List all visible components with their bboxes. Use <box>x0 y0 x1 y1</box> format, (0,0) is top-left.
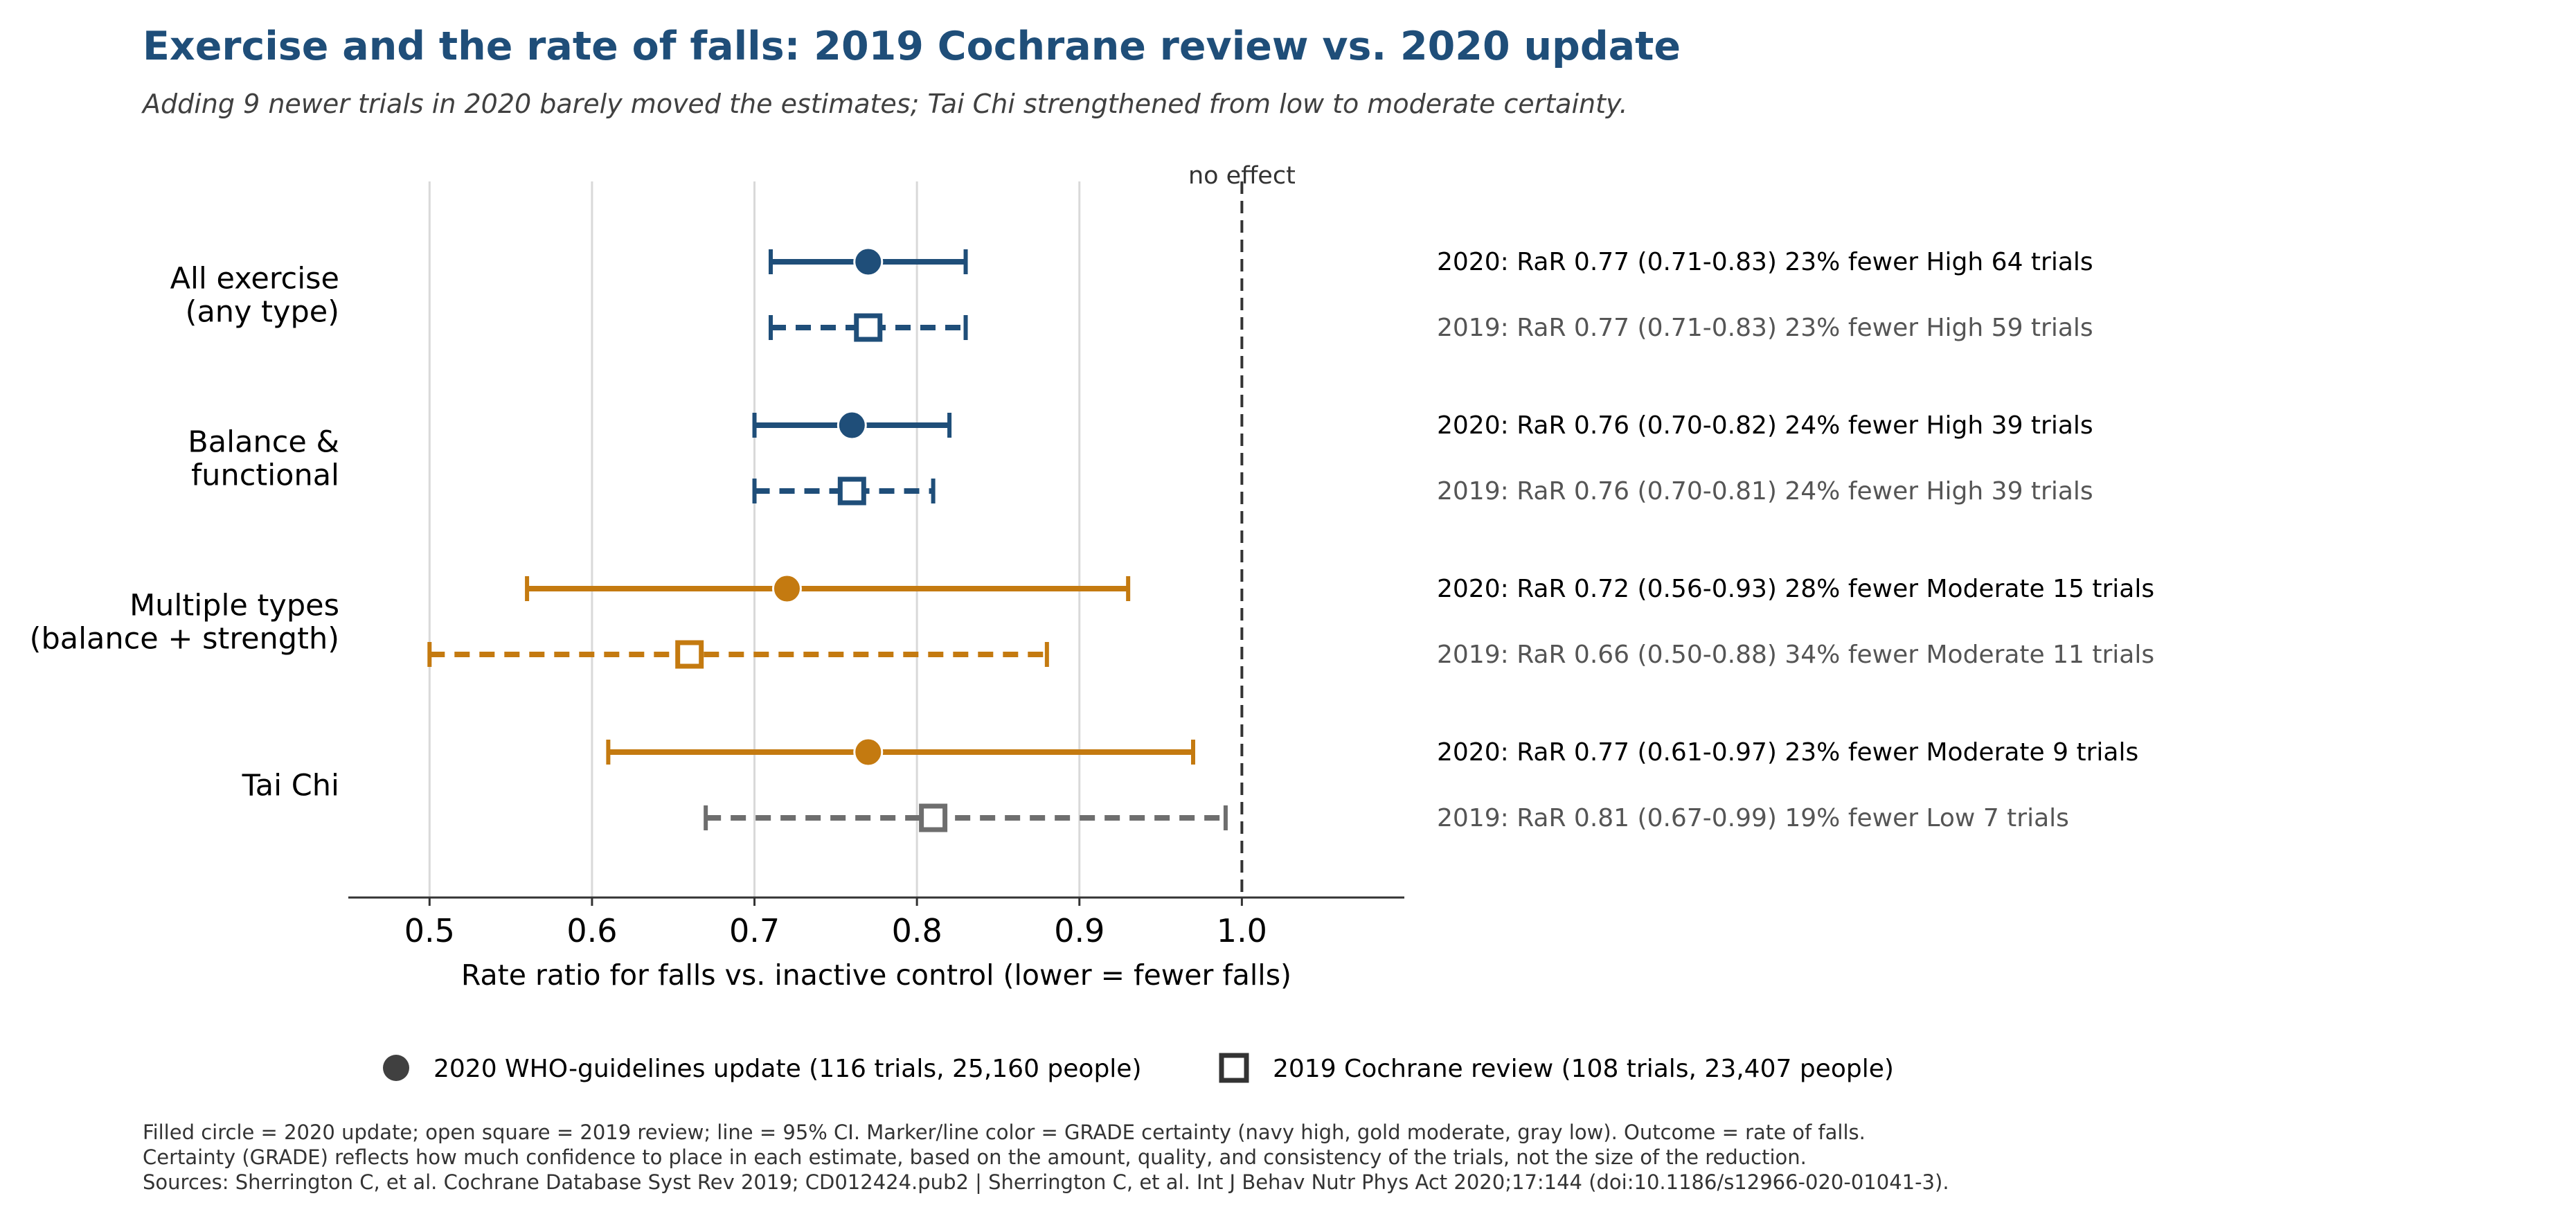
row-annotation-0-1: 2019: RaR 0.77 (0.71-0.83) 23% fewer Hig… <box>1437 314 2093 342</box>
row-annotation-3-1: 2019: RaR 0.81 (0.67-0.99) 19% fewer Low… <box>1437 804 2069 832</box>
group-label-0-0: All exercise <box>170 262 339 296</box>
x-tick-label-5: 1.0 <box>1217 912 1267 949</box>
x-tick-label-4: 0.9 <box>1054 912 1104 949</box>
estimate-marker-2020-2 <box>771 573 802 604</box>
estimate-marker-2020-3 <box>853 737 884 767</box>
group-label-3-0: Tai Chi <box>242 769 339 803</box>
group-label-0-1: (any type) <box>186 295 339 330</box>
legend-label-2020: 2020 WHO-guidelines update (116 trials, … <box>433 1055 1141 1083</box>
footnotes: Filled circle = 2020 update; open square… <box>143 1121 1949 1194</box>
footnote-2: Sources: Sherrington C, et al. Cochrane … <box>143 1170 1949 1194</box>
estimate-marker-2019-0 <box>854 313 883 342</box>
legend-marker-2020 <box>383 1055 409 1081</box>
legend-marker-2019 <box>1219 1053 1249 1083</box>
reference-line-group: no effect <box>1188 162 1296 898</box>
row-annotation-2-0: 2020: RaR 0.72 (0.56-0.93) 28% fewer Mod… <box>1437 575 2154 603</box>
x-tick-label-1: 0.6 <box>566 912 617 949</box>
x-axis-label: Rate ratio for falls vs. inactive contro… <box>461 958 1291 992</box>
group-label-2-0: Multiple types <box>129 589 339 623</box>
row-annotation-1-0: 2020: RaR 0.76 (0.70-0.82) 24% fewer Hig… <box>1437 411 2093 440</box>
grid-lines <box>428 181 1081 898</box>
chart-subtitle: Adding 9 newer trials in 2020 barely mov… <box>141 89 1628 119</box>
chart-title: Exercise and the rate of falls: 2019 Coc… <box>143 24 1681 69</box>
footnote-1: Certainty (GRADE) reflects how much conf… <box>143 1145 1807 1169</box>
legend-label-2019: 2019 Cochrane review (108 trials, 23,407… <box>1273 1055 1894 1083</box>
x-tick-label-2: 0.7 <box>729 912 780 949</box>
row-annotation-0-0: 2020: RaR 0.77 (0.71-0.83) 23% fewer Hig… <box>1437 248 2093 276</box>
group-label-1-0: Balance & <box>188 425 339 460</box>
group-labels: All exercise(any type) Balance &functiona… <box>30 262 339 803</box>
x-tick-label-3: 0.8 <box>892 912 942 949</box>
x-tick-label-0: 0.5 <box>404 912 455 949</box>
estimate-marker-2020-0 <box>853 247 884 277</box>
row-annotations: 2020: RaR 0.77 (0.71-0.83) 23% fewer Hig… <box>1437 248 2154 832</box>
forest-rows <box>427 247 1228 832</box>
x-axis-ticks: 0.5 0.6 0.7 0.8 0.9 1.0 <box>404 898 1267 949</box>
row-annotation-3-0: 2020: RaR 0.77 (0.61-0.97) 23% fewer Mod… <box>1437 738 2138 767</box>
estimate-marker-2020-1 <box>837 410 867 440</box>
footnote-0: Filled circle = 2020 update; open square… <box>143 1121 1866 1144</box>
estimate-marker-2019-1 <box>837 476 866 506</box>
reference-line-label: no effect <box>1188 162 1296 190</box>
group-label-2-1: (balance + strength) <box>30 622 339 657</box>
estimate-marker-2019-2 <box>675 640 704 669</box>
estimate-marker-2019-3 <box>919 803 948 832</box>
legend: 2020 WHO-guidelines update (116 trials, … <box>383 1053 1894 1083</box>
group-label-1-1: functional <box>191 458 339 493</box>
row-annotation-2-1: 2019: RaR 0.66 (0.50-0.88) 34% fewer Mod… <box>1437 641 2154 669</box>
row-annotation-1-1: 2019: RaR 0.76 (0.70-0.81) 24% fewer Hig… <box>1437 477 2093 506</box>
